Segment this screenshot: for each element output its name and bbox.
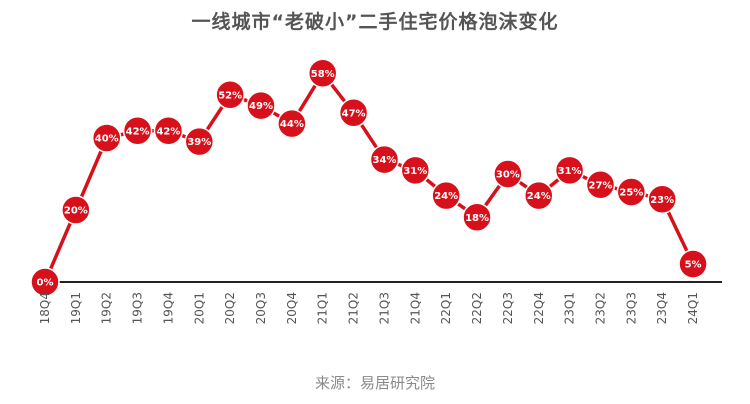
x-tick-label: 23Q1: [563, 292, 577, 324]
data-label: 24%: [434, 191, 458, 202]
data-label: 42%: [156, 126, 180, 137]
x-tick-label: 19Q4: [161, 292, 175, 324]
data-point: 30%: [493, 159, 523, 189]
data-markers: 0% 20% 40% 42% 42% 39% 52% 49% 44% 58% 47% 34% 31% 24…: [30, 58, 708, 297]
data-point-marker: [647, 184, 677, 214]
data-point: 31%: [554, 155, 585, 186]
data-label: 40%: [95, 134, 119, 145]
data-point-marker: [400, 155, 431, 186]
data-point: 31%: [400, 155, 431, 186]
data-label: 47%: [342, 108, 366, 119]
x-tick-label: 22Q2: [470, 292, 484, 324]
data-point-marker: [338, 98, 369, 128]
data-label: 24%: [527, 191, 551, 202]
data-label: 31%: [403, 166, 427, 177]
data-point: 18%: [462, 202, 492, 232]
data-label: 30%: [496, 170, 520, 181]
x-tick-label: 20Q3: [254, 292, 268, 324]
data-point: 42%: [122, 116, 153, 146]
x-tick-label: 20Q1: [192, 292, 206, 324]
data-point: 25%: [616, 177, 647, 207]
data-label: 34%: [372, 155, 396, 166]
data-point-marker: [554, 155, 585, 186]
data-point-marker: [678, 249, 708, 279]
data-label: 58%: [311, 69, 335, 80]
data-point: 5%: [678, 249, 708, 279]
x-tick-label: 22Q3: [501, 292, 515, 324]
data-label: 39%: [187, 137, 211, 148]
data-point-marker: [246, 90, 276, 121]
x-tick-label: 19Q2: [100, 292, 114, 324]
data-point: 39%: [184, 126, 215, 157]
data-point-marker: [91, 123, 122, 153]
data-point: 24%: [524, 180, 554, 211]
data-point-marker: [616, 177, 647, 207]
x-tick-label: 19Q1: [69, 292, 83, 324]
data-point: 40%: [91, 123, 122, 153]
data-point: 58%: [307, 58, 338, 88]
x-tick-label: 23Q2: [593, 292, 607, 324]
data-point: 0%: [30, 267, 60, 297]
chart-title: 一线城市“老破小”二手住宅价格泡沫变化: [191, 11, 559, 33]
data-point-marker: [462, 202, 492, 232]
data-label: 20%: [64, 206, 88, 217]
x-tick-label: 21Q3: [377, 292, 391, 324]
x-tick-label: 19Q3: [131, 292, 145, 324]
data-point: 23%: [647, 184, 677, 214]
data-label: 23%: [650, 195, 674, 206]
data-point-marker: [122, 116, 153, 146]
data-point-marker: [215, 80, 245, 110]
data-label: 52%: [218, 90, 242, 101]
x-tick-label: 22Q4: [532, 292, 546, 324]
data-point-marker: [307, 58, 338, 88]
data-point-marker: [585, 170, 616, 200]
data-point: 44%: [277, 108, 307, 139]
data-point: 24%: [431, 180, 461, 211]
data-point-marker: [524, 180, 554, 211]
data-point-marker: [30, 267, 60, 297]
series-line: [43, 71, 695, 283]
data-point-marker: [493, 159, 523, 189]
x-tick-label: 24Q1: [686, 292, 700, 324]
data-label: 44%: [280, 119, 304, 130]
data-label: 25%: [619, 188, 643, 199]
x-tick-label: 21Q4: [408, 292, 422, 324]
data-label: 49%: [249, 101, 273, 112]
x-tick-label: 21Q1: [316, 292, 330, 324]
data-point-marker: [369, 144, 400, 175]
data-label: 5%: [685, 260, 702, 271]
x-tick-label: 21Q2: [347, 292, 361, 324]
data-label: 42%: [126, 126, 150, 137]
x-axis-tick-labels: 18Q4 19Q1 19Q2 19Q3 19Q4 20Q1 20Q2 20Q3 20Q4 21Q1…: [38, 292, 700, 324]
series-line-group: [43, 71, 695, 283]
data-point: 47%: [338, 98, 369, 128]
data-point: 52%: [215, 80, 245, 110]
x-tick-label: 23Q4: [655, 292, 669, 324]
data-point: 42%: [153, 116, 184, 146]
data-point: 49%: [246, 90, 276, 121]
x-tick-label: 18Q4: [38, 292, 52, 324]
data-label: 0%: [37, 278, 54, 289]
data-point: 27%: [585, 170, 616, 200]
data-label: 27%: [589, 180, 613, 191]
data-point-marker: [277, 108, 307, 139]
x-tick-label: 20Q2: [223, 292, 237, 324]
data-point-marker: [431, 180, 461, 211]
data-label: 31%: [558, 166, 582, 177]
data-label: 18%: [465, 213, 489, 224]
x-tick-label: 22Q1: [439, 292, 453, 324]
data-point-marker: [184, 126, 215, 157]
data-point-marker: [153, 116, 184, 146]
x-tick-label: 23Q3: [624, 292, 638, 324]
data-point: 20%: [61, 195, 91, 225]
data-point: 34%: [369, 144, 400, 175]
chart-source-note: 来源：易居研究院: [314, 374, 435, 392]
x-tick-label: 20Q4: [285, 292, 299, 324]
data-point-marker: [61, 195, 91, 225]
